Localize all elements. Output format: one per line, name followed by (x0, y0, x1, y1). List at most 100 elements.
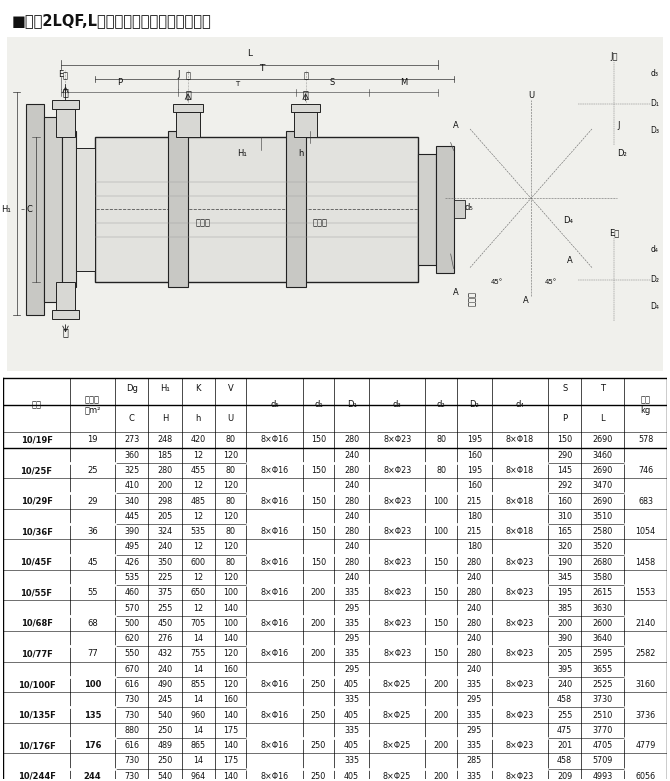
Text: 240: 240 (344, 543, 359, 551)
Text: M: M (400, 78, 407, 87)
Text: 160: 160 (467, 481, 482, 490)
Text: 335: 335 (467, 772, 482, 781)
Text: 240: 240 (344, 573, 359, 582)
Text: 320: 320 (557, 543, 572, 551)
Text: 200: 200 (433, 680, 449, 689)
Circle shape (504, 167, 558, 230)
Circle shape (635, 276, 643, 284)
Text: 295: 295 (344, 634, 359, 644)
Bar (294, 112, 318, 137)
Text: 14: 14 (193, 695, 203, 704)
Text: 油: 油 (303, 90, 309, 100)
Text: 200: 200 (311, 588, 326, 597)
Bar (454, 201, 466, 219)
Text: 80: 80 (226, 466, 236, 475)
Text: 335: 335 (344, 619, 359, 628)
Text: 180: 180 (467, 543, 482, 551)
Text: 45°: 45° (490, 279, 502, 285)
Text: 240: 240 (344, 481, 359, 490)
Text: 2690: 2690 (593, 466, 613, 475)
Text: 405: 405 (344, 741, 359, 751)
Text: 8×Φ23: 8×Φ23 (383, 466, 411, 475)
Circle shape (628, 119, 635, 127)
Text: H₁: H₁ (1, 205, 11, 214)
Text: 8×Φ23: 8×Φ23 (506, 680, 534, 689)
Text: 3655: 3655 (593, 665, 613, 674)
Text: 620: 620 (125, 634, 139, 644)
Text: 150: 150 (311, 466, 326, 475)
Text: A: A (453, 121, 458, 130)
Text: d₄: d₄ (515, 401, 525, 409)
Text: 455: 455 (190, 466, 206, 475)
Text: 12: 12 (193, 481, 203, 490)
Text: 160: 160 (557, 497, 572, 505)
Text: 150: 150 (433, 588, 449, 597)
Text: T: T (600, 383, 605, 393)
Text: 405: 405 (344, 772, 359, 781)
Text: 3770: 3770 (593, 726, 613, 735)
Text: 8×Φ25: 8×Φ25 (383, 711, 411, 719)
Circle shape (628, 80, 635, 88)
Text: U: U (228, 414, 234, 423)
Text: 205: 205 (157, 512, 173, 521)
Bar (56, 109, 75, 137)
Text: 540: 540 (157, 772, 173, 781)
Text: D₃: D₃ (651, 126, 659, 135)
Bar (436, 146, 454, 273)
Text: D₂: D₂ (470, 401, 479, 409)
Circle shape (635, 99, 643, 108)
Text: 换热面
积m²: 换热面 积m² (84, 395, 100, 415)
Text: 100: 100 (223, 619, 238, 628)
Text: 8×Φ25: 8×Φ25 (383, 680, 411, 689)
Text: 8×Φ16: 8×Φ16 (261, 772, 289, 781)
Text: 420: 420 (191, 436, 206, 444)
Bar (168, 131, 188, 287)
Text: 295: 295 (466, 726, 482, 735)
Bar (291, 104, 320, 112)
Text: 140: 140 (223, 604, 238, 612)
Text: 8×Φ23: 8×Φ23 (383, 619, 411, 628)
Text: 390: 390 (125, 527, 139, 537)
Text: 964: 964 (191, 772, 206, 781)
Text: 3730: 3730 (593, 695, 613, 704)
Text: 3736: 3736 (635, 711, 655, 719)
Text: 100: 100 (84, 680, 101, 689)
Text: 2690: 2690 (593, 497, 613, 505)
Circle shape (610, 248, 618, 256)
Text: S: S (562, 383, 567, 393)
Text: 8×Φ16: 8×Φ16 (261, 466, 289, 475)
Text: 385: 385 (557, 604, 572, 612)
Text: D₂: D₂ (617, 149, 627, 159)
Text: 14: 14 (193, 757, 203, 765)
Text: d₄: d₄ (651, 245, 659, 254)
Text: 160: 160 (467, 451, 482, 460)
Text: Dg: Dg (126, 383, 138, 393)
Text: 10/45F: 10/45F (21, 558, 52, 567)
Circle shape (568, 143, 580, 156)
Text: 80: 80 (226, 497, 236, 505)
Text: 140: 140 (223, 741, 238, 751)
Text: 250: 250 (311, 680, 326, 689)
Text: 280: 280 (467, 558, 482, 567)
Text: 8×Φ23: 8×Φ23 (506, 619, 534, 628)
Text: 4705: 4705 (593, 741, 613, 751)
Text: 120: 120 (223, 680, 238, 689)
Text: 8×Φ16: 8×Φ16 (261, 680, 289, 689)
Circle shape (482, 143, 494, 156)
Text: 8×Φ16: 8×Φ16 (261, 741, 289, 751)
Text: 1458: 1458 (635, 558, 655, 567)
Text: 8×Φ18: 8×Φ18 (506, 497, 534, 505)
Text: 120: 120 (223, 451, 238, 460)
Text: 180: 180 (467, 512, 482, 521)
Text: d₂: d₂ (437, 401, 446, 409)
Text: 77: 77 (87, 650, 98, 658)
Text: 205: 205 (557, 650, 572, 658)
Text: 292: 292 (557, 481, 572, 490)
Text: 8×Φ16: 8×Φ16 (261, 650, 289, 658)
Text: 432: 432 (157, 650, 173, 658)
Text: 335: 335 (344, 726, 359, 735)
Text: 280: 280 (467, 619, 482, 628)
Text: H₁: H₁ (237, 149, 247, 159)
Text: S: S (330, 78, 335, 87)
Text: 880: 880 (125, 726, 139, 735)
